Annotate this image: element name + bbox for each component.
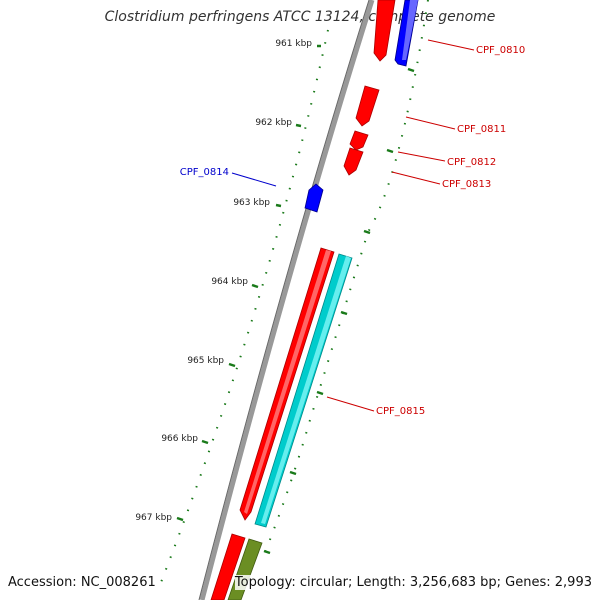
leader-line-cpf-0814 [231, 172, 277, 187]
cds-forward-highlight [244, 250, 331, 514]
genome-backbone-shadow [198, 0, 370, 600]
tick-label-962: 962 kbp [255, 118, 292, 128]
gene-label-cpf-0815[interactable]: CPF_0815 [376, 406, 425, 417]
cds-forward-feature [343, 147, 364, 176]
gene-cpf-0814[interactable] [304, 183, 324, 213]
outer-tick-mark [263, 549, 271, 555]
gene-cpf-0811[interactable] [355, 85, 380, 127]
gene-labels: CPF_0810 CPF_0811 CPF_0812 CPF_0813 CPF_… [180, 45, 525, 417]
gene-cpf-0810[interactable] [373, 0, 419, 67]
gene-cpf-0815[interactable] [239, 247, 353, 528]
leader-line-cpf-0815 [326, 396, 375, 412]
outer-tick-mark [363, 229, 371, 235]
tick-mark-964 [251, 283, 259, 289]
cds-reverse-highlight [402, 0, 418, 60]
outer-tick-marks [263, 67, 415, 555]
gene-cpf-0812[interactable] [349, 130, 369, 151]
cds-forward-feature [210, 533, 246, 600]
leader-line-cpf-0812 [397, 151, 446, 162]
tick-label-967: 967 kbp [135, 513, 172, 523]
tick-mark-966 [201, 439, 209, 445]
tick-mark-965 [228, 362, 236, 368]
leader-line-cpf-0811 [405, 116, 456, 130]
cds-reverse-feature [304, 183, 324, 213]
outer-tick-mark [340, 310, 348, 316]
map-title: Clostridium perfringens ATCC 13124, comp… [104, 9, 496, 25]
tick-label-966: 966 kbp [161, 434, 198, 444]
gene-label-cpf-0814[interactable]: CPF_0814 [180, 167, 229, 178]
tick-mark-963 [275, 203, 282, 208]
tick-labels: 961 kbp 962 kbp 963 kbp 964 kbp 965 kbp … [135, 39, 312, 523]
outer-tick-mark [316, 390, 324, 396]
genome-summary-text: Topology: circular; Length: 3,256,683 bp… [234, 575, 592, 590]
outer-tick-mark [386, 148, 394, 154]
label-leaders [231, 39, 475, 412]
gene-label-cpf-0810[interactable]: CPF_0810 [476, 45, 525, 56]
accession-text: Accession: NC_008261 [8, 575, 156, 590]
gene-label-cpf-0811[interactable]: CPF_0811 [457, 124, 506, 135]
leader-line-cpf-0810 [427, 39, 475, 51]
genome-backbone [199, 0, 375, 600]
tick-mark-967 [176, 516, 184, 522]
tick-label-963: 963 kbp [233, 198, 270, 208]
leader-line-cpf-0813 [391, 171, 441, 185]
outer-tick-mark [407, 67, 415, 73]
gene-label-cpf-0812[interactable]: CPF_0812 [447, 157, 496, 168]
tick-mark-962 [295, 123, 302, 128]
outer-tick-mark [289, 470, 297, 476]
cds-forward-feature [349, 130, 369, 151]
cds-forward-feature [373, 0, 396, 62]
cds-forward-feature [355, 85, 380, 127]
orf-highlight [261, 256, 351, 524]
gene-label-cpf-0813[interactable]: CPF_0813 [442, 179, 491, 190]
tick-marks [176, 44, 321, 522]
gene-next-forward[interactable] [210, 533, 246, 600]
tick-label-965: 965 kbp [187, 356, 224, 366]
tick-label-961: 961 kbp [275, 39, 312, 49]
tick-label-964: 964 kbp [211, 277, 248, 287]
gene-cpf-0813[interactable] [343, 147, 364, 176]
